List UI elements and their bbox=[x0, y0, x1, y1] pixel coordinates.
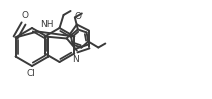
Text: N: N bbox=[73, 55, 79, 63]
Text: NH: NH bbox=[40, 20, 54, 29]
Text: Cl: Cl bbox=[26, 69, 35, 78]
Text: O: O bbox=[74, 11, 81, 20]
Text: O: O bbox=[21, 10, 28, 20]
